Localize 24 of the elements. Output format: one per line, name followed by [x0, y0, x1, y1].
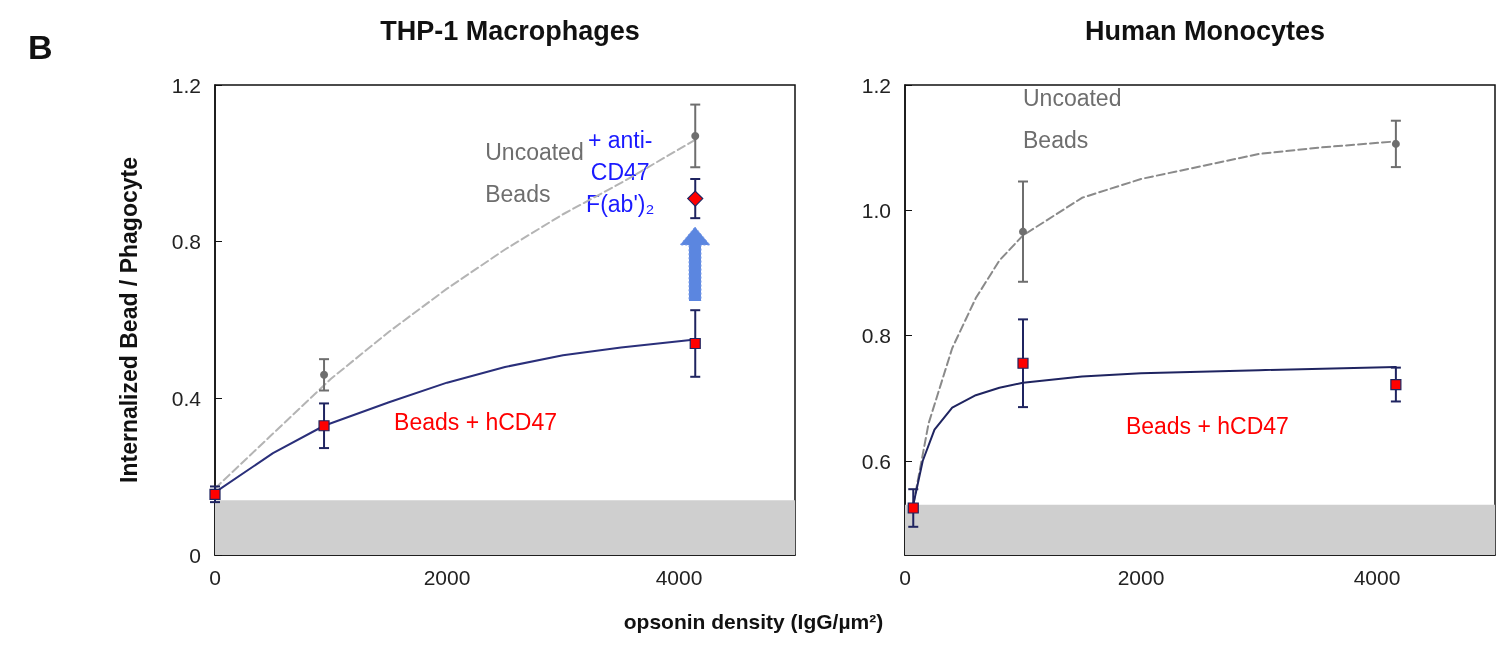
- y-tick-label: 1.2: [171, 73, 201, 97]
- x-tick-label: 0: [899, 566, 911, 589]
- x-tick-label: 4000: [1353, 566, 1401, 589]
- y-tick-label: 0: [189, 543, 201, 567]
- x-tick-label: 4000: [655, 566, 703, 589]
- text: Beads + hCD47: [1125, 412, 1289, 439]
- y-axis-title: Internalized Bead / Phagocyte: [115, 157, 142, 483]
- x-axis-title: opsonin density (IgG/µm²): [622, 610, 885, 634]
- annotation: + anti-CD47 F(ab')₂: [586, 126, 655, 217]
- text: Uncoated Beads: [1023, 84, 1122, 153]
- text: Beads + hCD47: [394, 408, 558, 435]
- y-tick-label: 0.4: [171, 386, 202, 410]
- text: B: [28, 28, 53, 66]
- y-tick-label: 0.8: [861, 324, 891, 348]
- x-tick-label: 2000: [423, 566, 471, 589]
- y-tick-label: 0.8: [171, 230, 201, 254]
- chart-title: THP-1 Macrophages: [380, 15, 640, 46]
- chart-title: Human Monocytes: [1084, 15, 1326, 46]
- y-tick-label: 1.2: [861, 73, 891, 97]
- x-tick-label: 0: [209, 566, 221, 589]
- x-tick-label: 2000: [1117, 566, 1165, 589]
- y-tick-label: 0.6: [861, 449, 891, 473]
- text: Uncoated Beads: [485, 138, 584, 207]
- y-tick-label: 1.0: [861, 198, 891, 222]
